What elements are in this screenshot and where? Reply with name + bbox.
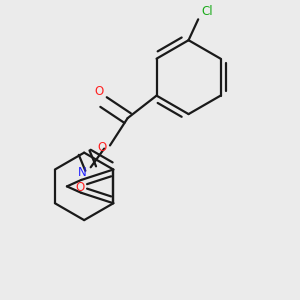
- Text: O: O: [97, 140, 106, 154]
- Text: N: N: [78, 166, 86, 179]
- Text: Cl: Cl: [201, 5, 213, 18]
- Text: O: O: [94, 85, 104, 98]
- Text: O: O: [75, 182, 84, 194]
